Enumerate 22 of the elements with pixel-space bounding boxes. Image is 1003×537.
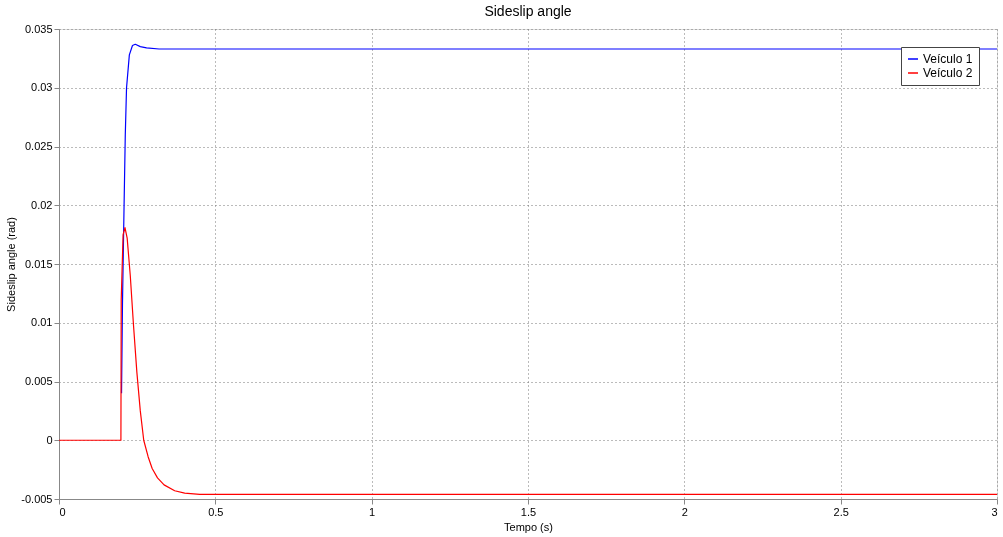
y-tick-label: 0.035 [24, 22, 53, 35]
y-tick-label: 0.025 [24, 140, 53, 152]
legend-label: Veículo 2 [923, 66, 973, 80]
y-tick-label: 0 [46, 433, 53, 446]
y-tick-label: 0.01 [31, 316, 53, 329]
y-tick-label: 0.015 [24, 257, 53, 270]
y-tick-label: 0.005 [24, 375, 53, 387]
x-tick-label: 1 [369, 505, 376, 518]
y-tick-label: -0.005 [21, 492, 53, 505]
y-tick-label: 0.03 [31, 81, 53, 94]
y-tick-label: 0.02 [31, 198, 53, 211]
legend-label: Veículo 1 [923, 52, 973, 66]
x-tick-label: 1.5 [520, 505, 537, 518]
x-tick-label: 2 [681, 505, 688, 518]
x-tick-label: 2.5 [833, 505, 849, 518]
chart-title: Sideslip angle [484, 3, 572, 19]
line-series [58, 226, 998, 495]
x-tick-label: 0.5 [208, 505, 224, 518]
x-tick-label: 0 [59, 505, 66, 518]
x-tick-label: 3 [991, 505, 998, 518]
x-axis-title: Tempo (s) [504, 520, 553, 533]
y-axis-title: Sideslip angle (rad) [5, 217, 18, 312]
